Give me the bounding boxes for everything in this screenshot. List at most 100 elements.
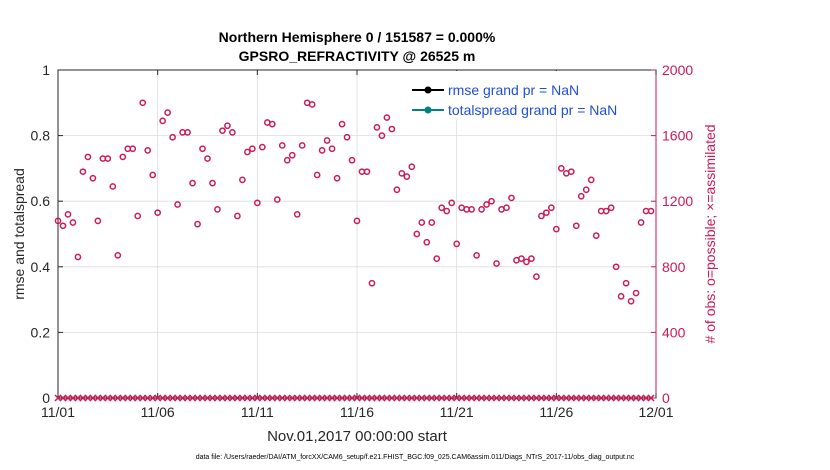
axis-ticks: 11/01 11/06 11/11 11/16 11/21 11/26 12/0100.20…: [31, 62, 694, 420]
obs-possible-point: [408, 163, 416, 171]
obs-possible-point: [448, 199, 456, 207]
obs-possible-point: [174, 201, 181, 208]
x-tick-label: 11/01: [41, 404, 75, 420]
legend-rmse-label: rmse grand pr = NaN: [448, 82, 579, 98]
y-left-tick-label: 0: [42, 390, 50, 406]
obs-possible-point: [518, 255, 525, 262]
obs-possible-point: [488, 197, 495, 205]
obs-possible-point: [209, 179, 216, 187]
obs-possible-point: [139, 99, 147, 107]
y-right-tick-label: 400: [662, 324, 686, 340]
x-axis-label: Nov.01,2017 00:00:00 start: [267, 428, 448, 445]
obs-possible-point: [239, 176, 246, 184]
obs-possible-point: [199, 145, 206, 153]
y-right-tick-label: 800: [662, 259, 686, 275]
obs-possible-point: [104, 155, 112, 162]
obs-possible-point: [577, 192, 585, 200]
obs-possible-point: [308, 101, 316, 108]
obs-possible-point: [428, 219, 436, 226]
obs-possible-point: [478, 206, 485, 213]
legend-rmse-marker: [424, 86, 432, 94]
y-left-tick-label: 1: [42, 62, 50, 78]
data-file-footnote: data file: /Users/raeder/DAI/ATM_forcXX/…: [196, 454, 635, 461]
obs-possible-point: [433, 255, 441, 262]
obs-possible-point: [204, 155, 211, 162]
obs-possible-point: [368, 279, 376, 287]
obs-possible-point: [224, 122, 231, 130]
x-tick-label: 11/11: [241, 404, 274, 420]
obs-possible-point: [244, 148, 251, 156]
y-right-tick-label: 0: [662, 390, 670, 406]
obs-possible-point: [523, 258, 530, 266]
obs-possible-point: [548, 204, 555, 212]
legend-totalspread-marker: [424, 106, 432, 114]
obs-possible-point: [54, 217, 62, 225]
y-right-tick-label: 2000: [662, 62, 693, 78]
obs-possible-point: [119, 153, 127, 161]
obs-possible-point: [483, 201, 490, 208]
obs-possible-point: [333, 174, 341, 182]
y-left-tick-label: 0.6: [31, 193, 51, 209]
obs-possible-point: [253, 199, 261, 207]
obs-possible-point: [612, 263, 620, 271]
obs-assimilated-point: [647, 394, 655, 402]
obs-possible-point: [582, 186, 590, 194]
obs-possible-point: [159, 117, 166, 125]
x-tick-label: 11/06: [141, 404, 175, 420]
obs-possible-point: [328, 145, 336, 153]
chart-title: Northern Hemisphere 0 / 151587 = 0.000%: [219, 29, 496, 45]
obs-possible-point: [194, 220, 201, 228]
obs-possible-point: [154, 209, 162, 217]
obs-possible-point: [567, 168, 575, 176]
obs-possible-point: [134, 212, 142, 220]
obs-possible-point: [602, 207, 610, 215]
obs-possible-point: [219, 127, 226, 135]
legend-totalspread-label: totalspread grand pr = NaN: [448, 102, 617, 118]
obs-possible-point: [283, 156, 291, 164]
obs-possible-point: [288, 151, 296, 159]
x-tick-label: 12/01: [638, 404, 673, 420]
obs-possible-point: [617, 292, 625, 300]
obs-possible-point: [622, 279, 630, 287]
obs-possible-point: [493, 260, 500, 267]
obs-possible-point: [587, 176, 595, 184]
obs-possible-point: [543, 209, 550, 217]
obs-possible-point: [234, 212, 241, 220]
legend-box: [408, 71, 648, 119]
obs-possible-point: [438, 204, 446, 212]
obs-possible-point: [348, 156, 356, 164]
obs-possible-point: [74, 253, 82, 261]
obs-possible-point: [338, 120, 346, 128]
obs-possible-point: [413, 230, 421, 238]
obs-possible-point: [528, 255, 535, 262]
obs-possible-point: [508, 194, 515, 202]
y-left-tick-label: 0.2: [31, 324, 51, 340]
obs-possible-point: [383, 114, 391, 121]
obs-possible-point: [552, 225, 560, 233]
obs-possible-point: [114, 251, 122, 259]
obs-possible-point: [398, 169, 406, 177]
obs-possible-point: [468, 206, 475, 213]
obs-possible-point: [443, 207, 451, 215]
obs-possible-point: [258, 143, 266, 151]
obs-possible-point: [627, 297, 635, 305]
obs-possible-point: [592, 232, 600, 239]
obs-possible-point: [109, 183, 117, 190]
obs-possible-point: [129, 145, 137, 153]
obs-possible-point: [607, 204, 615, 212]
obs-possible-point: [343, 133, 351, 141]
obs-possible-point: [189, 179, 196, 187]
grid: [57, 69, 657, 399]
y-left-tick-label: 0.8: [31, 128, 51, 144]
obs-possible-point: [647, 207, 655, 215]
obs-possible-point: [214, 206, 221, 213]
obs-possible-point: [149, 171, 157, 179]
obs-possible-point: [393, 186, 401, 194]
obs-possible-point: [229, 128, 236, 136]
obs-possible-point: [538, 212, 545, 220]
obs-possible-point: [59, 222, 67, 230]
obs-possible-point: [169, 133, 176, 141]
obs-possible-point: [268, 120, 276, 128]
obs-possible-point: [249, 145, 256, 153]
